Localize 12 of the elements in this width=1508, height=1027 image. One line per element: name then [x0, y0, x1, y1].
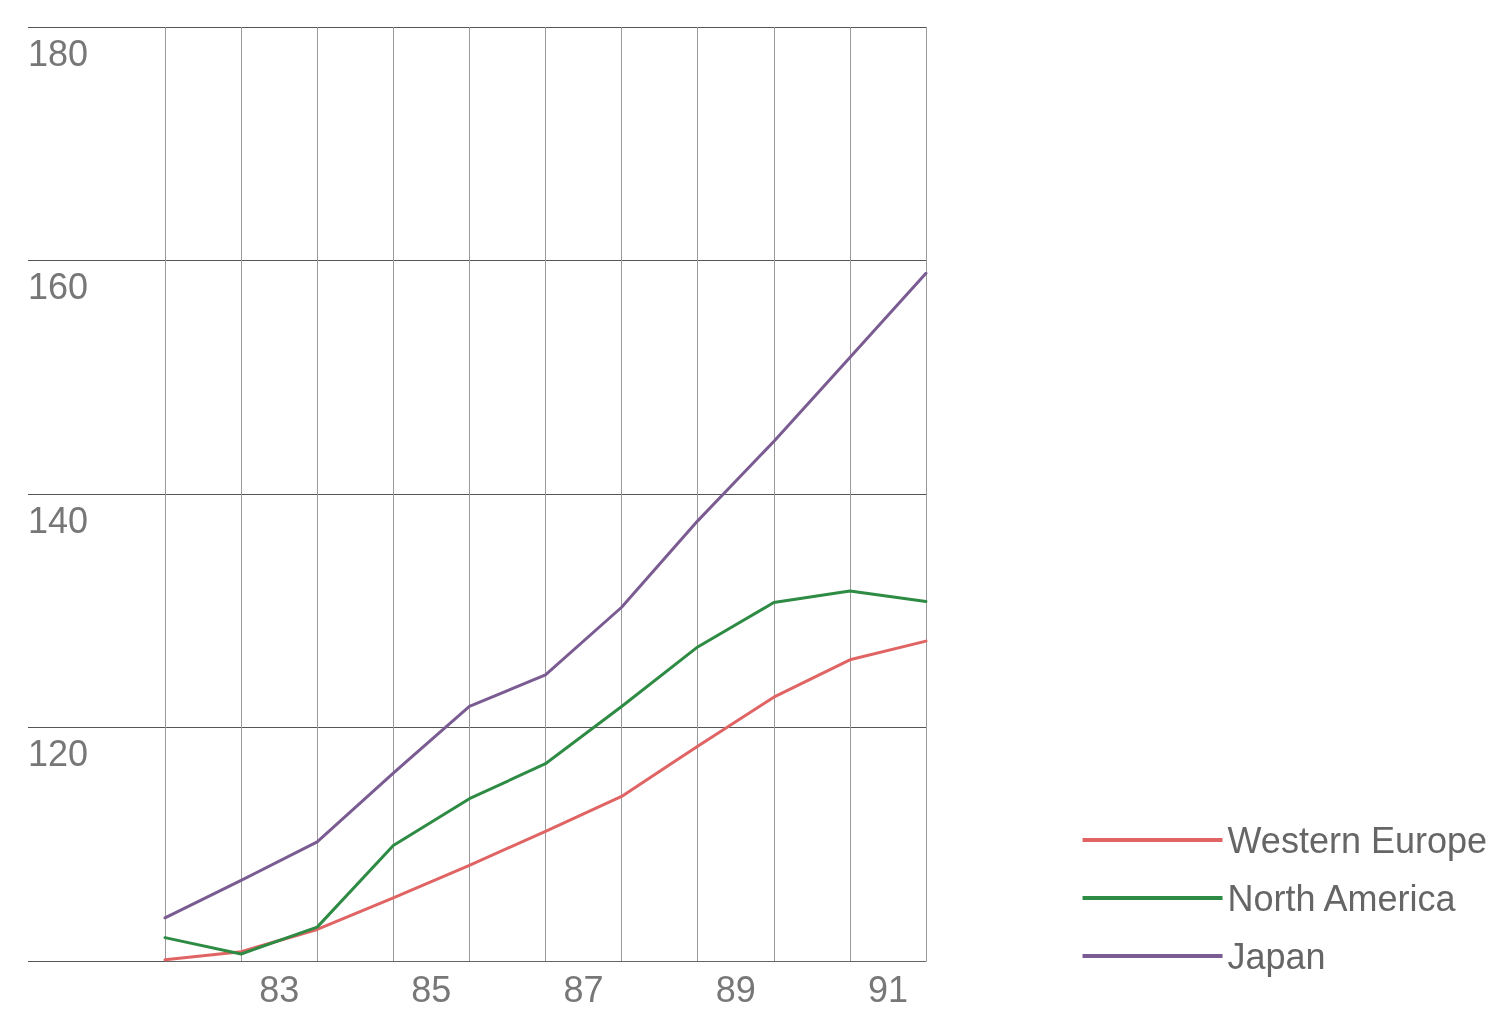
- x-tick-label: 85: [411, 968, 452, 1010]
- y-tick-label: 180: [28, 32, 89, 74]
- legend-label: Western Europe: [1227, 819, 1488, 861]
- x-tick-label: 87: [563, 968, 604, 1010]
- y-tick-label: 120: [28, 733, 89, 774]
- legend-label: Japan: [1227, 935, 1326, 977]
- x-tick-label: 89: [715, 968, 756, 1010]
- x-tick-label: 83: [259, 968, 300, 1010]
- x-tick-label: 91: [867, 968, 908, 1010]
- y-tick-label: 140: [28, 499, 89, 541]
- y-tick-label: 160: [28, 266, 89, 307]
- legend-label: North America: [1227, 877, 1457, 919]
